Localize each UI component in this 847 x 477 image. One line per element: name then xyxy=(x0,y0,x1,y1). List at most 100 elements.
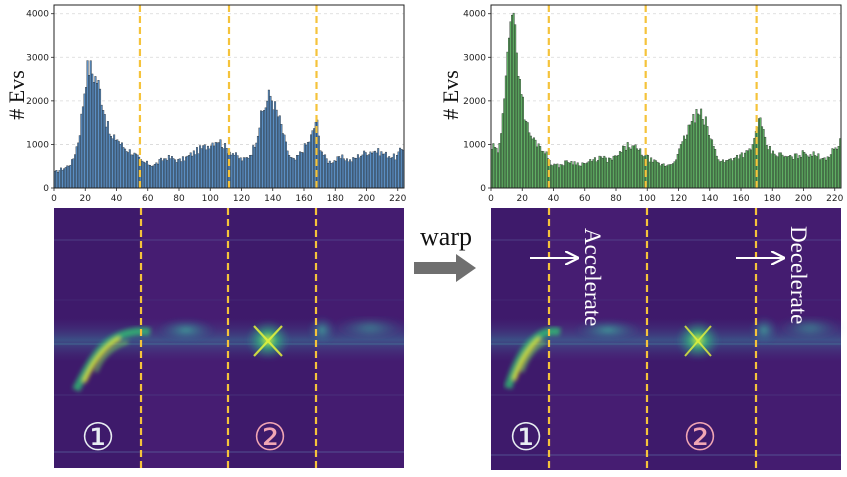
bar-right-49 xyxy=(567,162,570,189)
bar-right-195 xyxy=(795,153,798,189)
bar-left-132 xyxy=(260,110,262,189)
bar-left-171 xyxy=(321,151,323,189)
bar-left-221 xyxy=(399,147,402,189)
bar-left-17 xyxy=(80,113,83,189)
bar-right-216 xyxy=(828,157,831,189)
bar-right-127 xyxy=(689,124,692,189)
bar-left-122 xyxy=(244,157,247,189)
bar-left-140 xyxy=(272,109,275,189)
ticks-left: 0 20 40 60 80 100 120 140 160 180 200 220 0 1000 2000 3… xyxy=(26,10,407,204)
bar-left-159 xyxy=(302,152,305,189)
xtick-label-right-100: 100 xyxy=(639,194,656,204)
bar-left-195 xyxy=(358,157,361,189)
ytick-label-left-3000: 3000 xyxy=(26,53,49,63)
bar-left-114 xyxy=(231,153,234,189)
bar-left-146 xyxy=(281,133,284,189)
bar-right-176 xyxy=(765,145,768,189)
xtick-label-left-60: 60 xyxy=(142,194,154,204)
bar-left-162 xyxy=(306,142,309,189)
bar-left-70 xyxy=(163,158,166,189)
bar-right-130 xyxy=(693,122,696,189)
bar-left-66 xyxy=(156,163,159,189)
bar-right-168 xyxy=(753,138,756,189)
bar-right-86 xyxy=(625,149,628,189)
bar-right-24 xyxy=(528,132,531,189)
bar-left-194 xyxy=(356,154,359,189)
bar-left-139 xyxy=(271,100,273,189)
bar-left-176 xyxy=(328,160,331,189)
bar-left-82 xyxy=(181,156,184,189)
bar-right-153 xyxy=(729,158,732,189)
bar-right-221 xyxy=(836,148,839,189)
bar-left-86 xyxy=(188,155,191,189)
bar-left-150 xyxy=(288,155,291,189)
bar-left-91 xyxy=(196,147,198,189)
histogram-left: 0 20 40 60 80 100 120 140 160 180 200 220 0 1000 2000 3… xyxy=(4,4,407,204)
bar-right-222 xyxy=(837,146,840,189)
xtick-label-left-20: 20 xyxy=(80,194,92,204)
bar-right-122 xyxy=(681,141,684,189)
bar-right-115 xyxy=(670,164,673,189)
bar-left-84 xyxy=(185,156,187,189)
bar-right-214 xyxy=(825,159,828,189)
bar-left-201 xyxy=(367,154,370,189)
bar-left-68 xyxy=(160,157,162,189)
xtick-label-right-180: 180 xyxy=(764,194,781,204)
bar-left-81 xyxy=(180,161,183,189)
bar-left-151 xyxy=(289,156,292,189)
bar-left-124 xyxy=(247,157,250,189)
bar-left-63 xyxy=(152,165,155,189)
bar-left-72 xyxy=(166,160,169,189)
bar-right-28 xyxy=(534,139,537,189)
bar-right-209 xyxy=(817,153,820,189)
ytick-label-right-1000: 1000 xyxy=(463,140,486,150)
bar-left-3 xyxy=(58,170,61,189)
bar-left-142 xyxy=(275,109,278,189)
bar-right-161 xyxy=(742,157,745,189)
bar-right-204 xyxy=(809,154,812,189)
bar-left-9 xyxy=(67,165,70,189)
bar-left-60 xyxy=(147,164,150,189)
xtick-label-right-40: 40 xyxy=(548,194,560,204)
xtick-label-right-0: 0 xyxy=(488,194,494,204)
bar-right-55 xyxy=(576,162,579,189)
bar-left-185 xyxy=(342,158,345,189)
bar-right-191 xyxy=(789,155,792,189)
bar-left-14 xyxy=(75,146,78,189)
bar-right-72 xyxy=(603,155,606,189)
bar-right-22 xyxy=(525,120,528,189)
bar-right-41 xyxy=(554,164,557,189)
bar-left-44 xyxy=(122,147,125,189)
xtick-label-left-140: 140 xyxy=(264,194,281,204)
bar-right-42 xyxy=(556,163,559,189)
xtick-label-left-200: 200 xyxy=(358,194,375,204)
bar-left-197 xyxy=(361,154,364,189)
bar-right-66 xyxy=(593,157,596,189)
bar-right-70 xyxy=(600,156,603,189)
bar-left-92 xyxy=(197,153,200,189)
warp-arrow-icon xyxy=(414,254,476,282)
bar-right-91 xyxy=(633,145,635,189)
bar-right-188 xyxy=(784,155,787,189)
bar-right-141 xyxy=(711,139,714,189)
bar-left-131 xyxy=(258,127,261,189)
bar-left-51 xyxy=(133,152,136,189)
bar-left-121 xyxy=(242,157,245,189)
bar-left-219 xyxy=(396,154,398,189)
bar-right-144 xyxy=(715,155,718,189)
bar-right-189 xyxy=(786,156,789,189)
ytick-label-left-1000: 1000 xyxy=(26,140,49,150)
bar-right-100 xyxy=(647,155,649,189)
bar-left-36 xyxy=(110,136,112,189)
bar-right-166 xyxy=(750,149,753,189)
bar-left-53 xyxy=(136,154,139,189)
bar-right-138 xyxy=(706,126,709,189)
bar-right-175 xyxy=(764,136,767,189)
bar-left-209 xyxy=(380,151,383,189)
bar-left-157 xyxy=(299,151,302,189)
bar-left-24 xyxy=(91,73,94,189)
xtick-label-right-140: 140 xyxy=(701,194,718,204)
bar-right-79 xyxy=(614,155,617,189)
y-axis-label-left: # Evs xyxy=(4,70,29,120)
bar-left-8 xyxy=(66,165,69,189)
